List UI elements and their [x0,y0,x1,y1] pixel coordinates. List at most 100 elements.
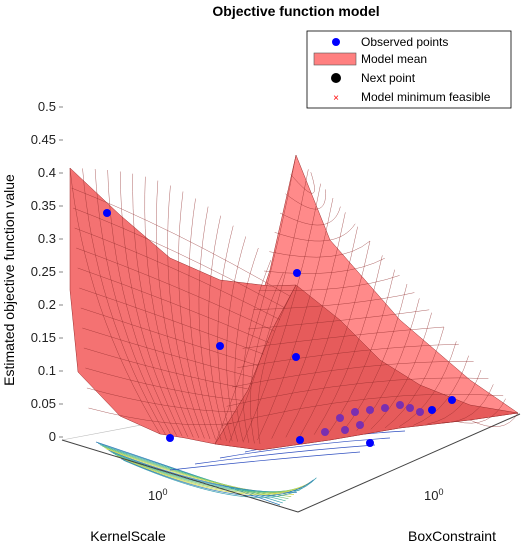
mesh-line [72,207,286,309]
y-tick-label: 100 [424,487,443,503]
legend-model-mean-icon [313,52,357,66]
model-mean-surface [69,154,519,451]
mesh-line [384,326,445,429]
observed-point [381,404,389,412]
mesh-line [144,176,194,438]
observed-point [216,342,224,350]
mesh-line [356,298,420,431]
observed-point [103,209,111,217]
legend-next-point-label: Next point [361,71,416,85]
mesh-line [313,255,383,435]
legend-model-min-icon: × [333,93,339,104]
mesh-line [82,327,253,378]
contour-line [123,459,317,498]
x-tick-label: 100 [148,487,167,503]
z-tick-label: 0.05 [31,396,56,411]
mesh-line [250,272,284,444]
contour-line [116,455,309,494]
mesh-line [79,287,264,355]
legend-model-mean-label: Model mean [361,52,427,66]
mesh-line [85,367,243,401]
contour-line [169,451,361,471]
mesh-line [83,347,248,390]
mesh-line [221,393,504,426]
z-axis: 0 0.05 0.1 0.15 0.2 0.25 0.3 0.35 0.4 0.45 0.5 [31,99,63,444]
z-tick-label: 0.5 [38,99,56,114]
mesh-line [198,206,222,441]
mesh-line [178,191,211,440]
contour-line [95,441,281,506]
z-tick-label: 0.45 [31,132,56,147]
mesh-line [234,247,259,443]
observed-point [293,269,301,277]
mesh-line [77,267,270,343]
mesh-line [242,326,445,349]
legend-box [306,30,512,109]
mesh-line [237,343,459,368]
mesh-line [71,187,291,297]
observed-point [428,406,436,414]
observed-point [351,408,359,416]
mesh-line [342,283,408,433]
surface-mesh [69,154,519,445]
mesh-line [243,183,321,442]
observed-point [366,406,374,414]
mesh-line [217,225,234,442]
z-tick-label: 0.4 [38,165,56,180]
mesh-line [231,361,474,388]
mesh-line [86,387,237,413]
observed-point [396,401,404,409]
mesh-line [156,180,200,438]
mesh-line [455,398,506,424]
z-axis-label: Estimated objective function value [1,174,17,386]
mesh-line [285,226,358,438]
mesh-line [132,173,188,437]
y-axis-label: BoxConstraint [408,528,496,544]
mesh-line [299,240,371,437]
mesh-line [269,240,371,258]
legend: Observed points Model mean Next point × … [306,30,512,109]
legend-next-point-icon [331,73,341,83]
mesh-line [274,223,356,242]
observed-point [416,408,424,416]
mesh-line [399,341,457,427]
mesh-line [413,355,469,426]
z-tick-label: 0.3 [38,231,56,246]
observed-point [296,436,304,444]
mesh-line [271,212,346,439]
mesh-line [188,198,216,440]
mesh-line [107,169,177,436]
legend-observed-label: Observed points [361,35,448,49]
observed-point [448,396,456,404]
mesh-line [257,197,334,441]
observed-point [336,414,344,422]
z-tick-label: 0 [49,429,56,444]
mesh-line [228,169,309,443]
contour-line [100,444,286,502]
legend-model-min-label: Model minimum feasible [361,90,491,104]
mesh-line [167,185,205,439]
z-tick-label: 0.2 [38,297,56,312]
x-axis-line [61,439,299,513]
mesh-line [80,307,259,366]
z-tick-label: 0.25 [31,264,56,279]
observed-points [103,209,456,447]
mesh-line [247,309,430,330]
mesh-line [257,284,297,445]
mesh-line [469,412,519,427]
observed-point [366,439,374,447]
mesh-line [427,369,482,425]
mesh-line [208,215,227,441]
surface-front-fold [214,284,519,451]
observed-point [356,421,364,429]
z-tick-label: 0.15 [31,330,56,345]
legend-observed-icon [332,38,340,46]
x-axis-label: KernelScale [90,528,166,544]
observed-point [166,434,174,442]
observed-point [406,404,414,412]
mesh-line [88,407,232,426]
mesh-line [441,384,494,423]
mesh-line [242,259,272,443]
mesh-line [226,236,246,442]
